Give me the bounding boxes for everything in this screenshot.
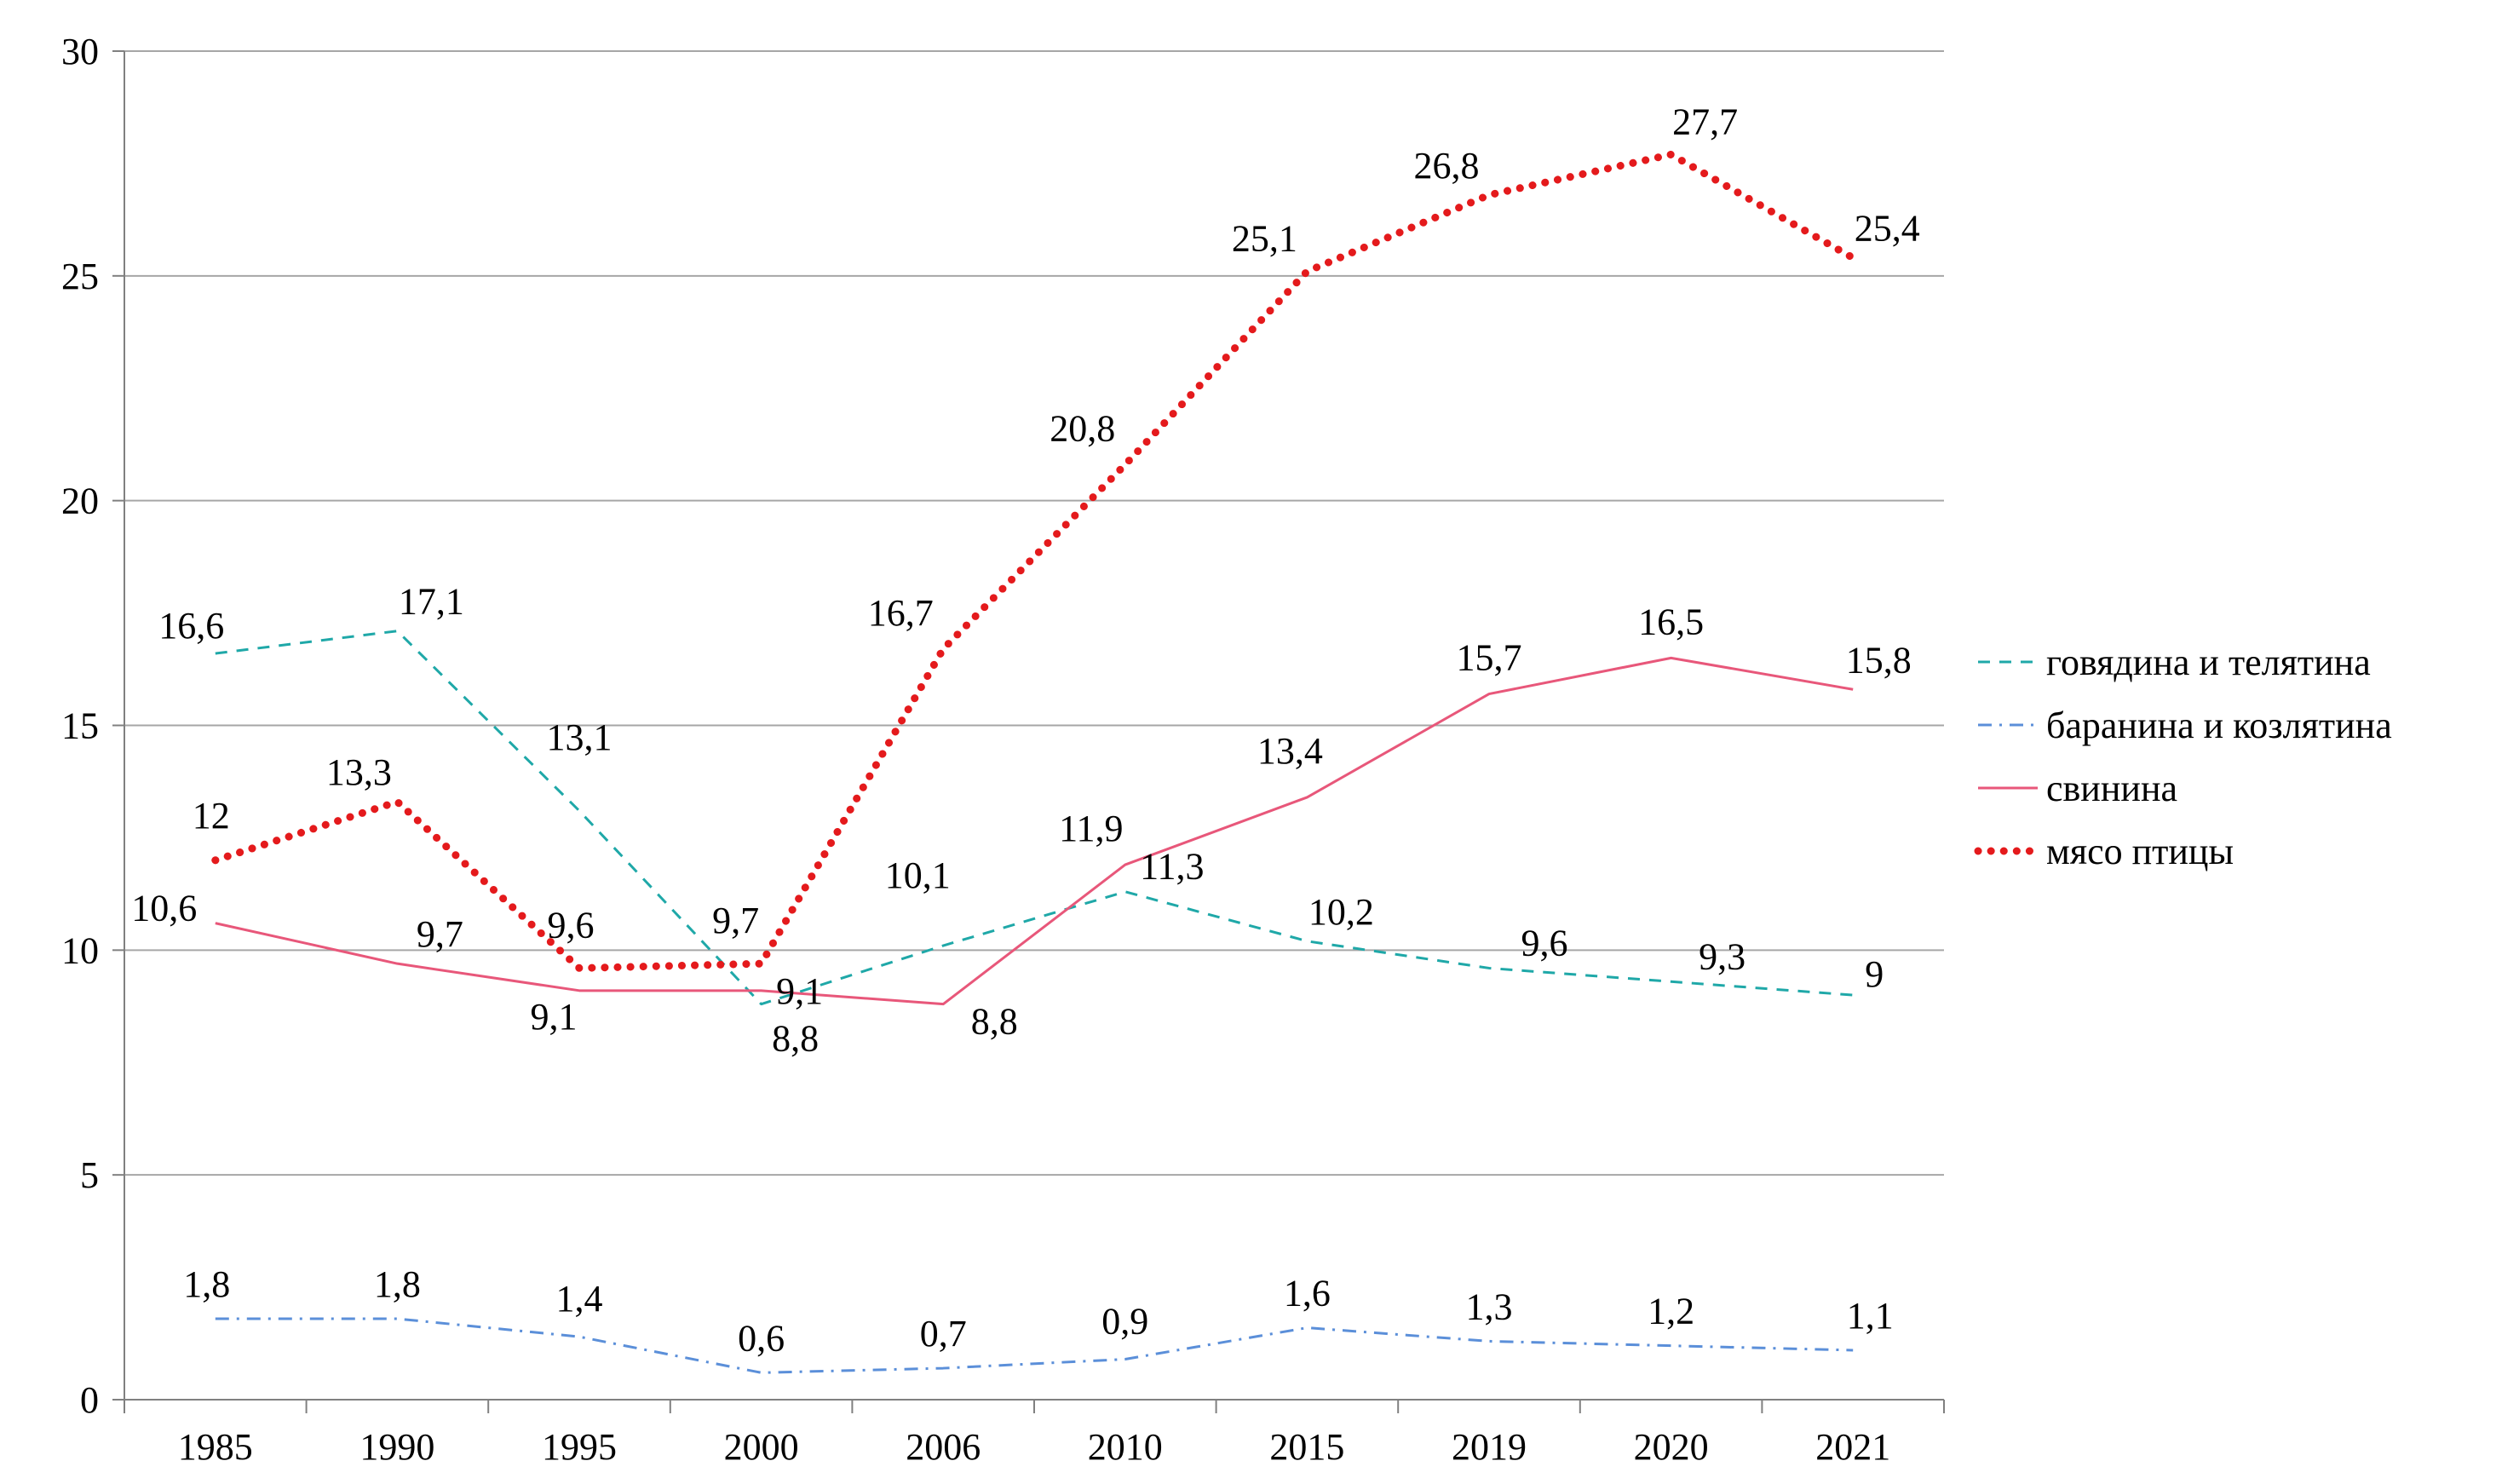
data-label: 1,4: [556, 1278, 603, 1320]
x-tick-label: 2019: [1452, 1426, 1527, 1468]
data-label: 15,8: [1846, 639, 1912, 681]
data-label: 0,7: [920, 1313, 967, 1355]
series-line-3: [215, 656, 1854, 1006]
data-label: 12: [193, 795, 230, 837]
data-label: 0,9: [1101, 1301, 1148, 1343]
data-label: 8,8: [971, 1001, 1018, 1043]
data-labels: 16,6 17,1 13,1 8,8 10,1 11,3 10,2 9,6 9,3 9 1,8 1,8…: [131, 101, 1919, 1359]
data-label: 9,6: [1521, 922, 1568, 963]
data-label: 16,7: [868, 592, 934, 634]
y-tick-label: 30: [61, 31, 99, 72]
data-label: 13,4: [1257, 730, 1323, 772]
series-line-4: [211, 150, 1857, 972]
x-tick-label: 1990: [359, 1426, 434, 1468]
data-label: 10,2: [1308, 891, 1374, 933]
legend-label: мясо птицы: [2046, 831, 2234, 872]
data-label: 10,6: [131, 888, 197, 929]
data-label: 1,6: [1284, 1273, 1331, 1314]
series-lines: [211, 150, 1857, 1374]
data-label: 1,3: [1466, 1286, 1513, 1327]
data-label: 0,6: [738, 1317, 785, 1359]
x-tick-label: 2020: [1634, 1426, 1709, 1468]
y-tick-label: 0: [80, 1379, 99, 1421]
series-line-2: [215, 1317, 1854, 1374]
data-label: 25,4: [1855, 208, 1920, 250]
data-label: 16,5: [1638, 601, 1704, 642]
x-tick-label: 2006: [906, 1426, 981, 1468]
y-tick-label: 5: [80, 1154, 99, 1196]
data-label: 16,6: [158, 605, 224, 647]
data-label: 9,1: [531, 996, 578, 1038]
data-label: 13,3: [326, 751, 392, 793]
data-label: 8,8: [772, 1018, 819, 1060]
data-label: 1,1: [1847, 1295, 1894, 1337]
data-label: 26,8: [1414, 145, 1480, 187]
legend: говядина и телятина баранина и козлятина с…: [1974, 641, 2392, 872]
data-label: 20,8: [1050, 407, 1115, 449]
legend-label: говядина и телятина: [2046, 641, 2371, 683]
x-tick-label: 1995: [542, 1426, 617, 1468]
axes: 0 5 10 15 20 25 30 1985 1990 1995 2000 2006 2010 2015…: [61, 31, 1945, 1468]
data-label: 11,3: [1140, 846, 1204, 888]
x-tick-label: 2010: [1088, 1426, 1163, 1468]
data-label: 1,2: [1648, 1291, 1694, 1332]
data-label: 9,7: [712, 900, 759, 941]
legend-label: свинина: [2046, 768, 2177, 809]
data-label: 15,7: [1457, 637, 1522, 679]
data-label: 9,1: [776, 970, 823, 1012]
data-label: 11,9: [1059, 808, 1123, 849]
data-label: 9: [1865, 953, 1883, 995]
y-tick-label: 15: [61, 705, 99, 747]
x-tick-label: 2000: [724, 1426, 799, 1468]
y-tick-label: 25: [61, 256, 99, 297]
data-label: 13,1: [547, 716, 612, 758]
data-label: 17,1: [399, 581, 464, 623]
data-label: 25,1: [1232, 218, 1297, 260]
y-tick-label: 20: [61, 480, 99, 522]
x-tick-label: 1985: [178, 1426, 253, 1468]
data-label: 10,1: [885, 854, 951, 896]
x-tick-label: 2021: [1815, 1426, 1890, 1468]
legend-label: баранина и козлятина: [2046, 705, 2392, 746]
x-tick-label: 2015: [1269, 1426, 1344, 1468]
gridlines: [124, 50, 1944, 1176]
data-label: 9,3: [1699, 935, 1745, 977]
data-label: 27,7: [1672, 101, 1738, 142]
y-tick-label: 10: [61, 929, 99, 971]
data-label: 1,8: [374, 1263, 421, 1305]
data-label: 1,8: [183, 1263, 230, 1305]
data-label: 9,7: [417, 913, 463, 955]
series-line-1: [215, 630, 1854, 1006]
data-label: 9,6: [548, 904, 595, 946]
